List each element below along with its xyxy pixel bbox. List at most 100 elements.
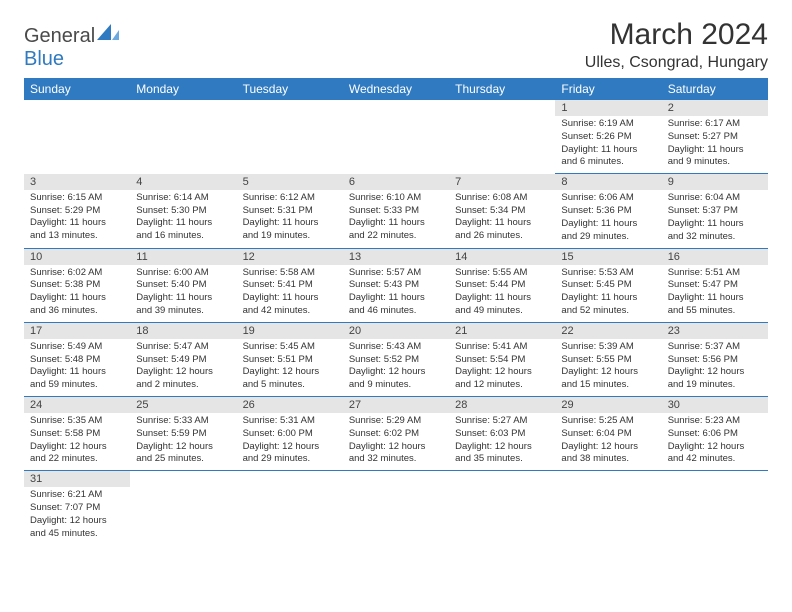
calendar-cell: 29Sunrise: 5:25 AMSunset: 6:04 PMDayligh… [555, 397, 661, 471]
calendar-cell [662, 471, 768, 545]
day-number: 2 [662, 100, 768, 116]
calendar-cell [555, 471, 661, 545]
calendar-cell [343, 100, 449, 174]
day-content: Sunrise: 5:49 AMSunset: 5:48 PMDaylight:… [24, 339, 130, 396]
weekday-header: Saturday [662, 78, 768, 100]
calendar-cell: 23Sunrise: 5:37 AMSunset: 5:56 PMDayligh… [662, 322, 768, 396]
day-number: 28 [449, 397, 555, 413]
day-number: 16 [662, 249, 768, 265]
calendar-week-row: 17Sunrise: 5:49 AMSunset: 5:48 PMDayligh… [24, 322, 768, 396]
day-content: Sunrise: 6:08 AMSunset: 5:34 PMDaylight:… [449, 190, 555, 247]
calendar-cell [24, 100, 130, 174]
day-content: Sunrise: 5:27 AMSunset: 6:03 PMDaylight:… [449, 413, 555, 470]
calendar-cell: 12Sunrise: 5:58 AMSunset: 5:41 PMDayligh… [237, 248, 343, 322]
day-content: Sunrise: 5:39 AMSunset: 5:55 PMDaylight:… [555, 339, 661, 396]
day-number: 21 [449, 323, 555, 339]
day-content: Sunrise: 5:33 AMSunset: 5:59 PMDaylight:… [130, 413, 236, 470]
page-header: GeneralBlue March 2024 Ulles, Csongrad, … [24, 18, 768, 72]
calendar-cell: 19Sunrise: 5:45 AMSunset: 5:51 PMDayligh… [237, 322, 343, 396]
weekday-header: Tuesday [237, 78, 343, 100]
weekday-header: Monday [130, 78, 236, 100]
day-number: 18 [130, 323, 236, 339]
calendar-cell: 13Sunrise: 5:57 AMSunset: 5:43 PMDayligh… [343, 248, 449, 322]
day-number: 12 [237, 249, 343, 265]
day-number: 3 [24, 174, 130, 190]
day-number: 4 [130, 174, 236, 190]
day-content: Sunrise: 5:37 AMSunset: 5:56 PMDaylight:… [662, 339, 768, 396]
day-number: 7 [449, 174, 555, 190]
calendar-cell: 2Sunrise: 6:17 AMSunset: 5:27 PMDaylight… [662, 100, 768, 174]
day-number: 15 [555, 249, 661, 265]
calendar-cell [130, 100, 236, 174]
day-number: 6 [343, 174, 449, 190]
month-title: March 2024 [585, 18, 768, 52]
calendar-table: SundayMondayTuesdayWednesdayThursdayFrid… [24, 78, 768, 545]
day-number: 20 [343, 323, 449, 339]
calendar-cell: 31Sunrise: 6:21 AMSunset: 7:07 PMDayligh… [24, 471, 130, 545]
day-number: 11 [130, 249, 236, 265]
calendar-cell: 5Sunrise: 6:12 AMSunset: 5:31 PMDaylight… [237, 174, 343, 248]
calendar-cell: 17Sunrise: 5:49 AMSunset: 5:48 PMDayligh… [24, 322, 130, 396]
calendar-cell: 1Sunrise: 6:19 AMSunset: 5:26 PMDaylight… [555, 100, 661, 174]
calendar-cell [449, 100, 555, 174]
day-content: Sunrise: 6:17 AMSunset: 5:27 PMDaylight:… [662, 116, 768, 173]
calendar-cell [343, 471, 449, 545]
calendar-cell: 8Sunrise: 6:06 AMSunset: 5:36 PMDaylight… [555, 174, 661, 248]
day-content: Sunrise: 6:02 AMSunset: 5:38 PMDaylight:… [24, 265, 130, 322]
day-number: 22 [555, 323, 661, 339]
brand-logo: GeneralBlue [24, 24, 119, 71]
brand-name-part2: Blue [24, 48, 64, 70]
day-content: Sunrise: 5:47 AMSunset: 5:49 PMDaylight:… [130, 339, 236, 396]
calendar-cell: 10Sunrise: 6:02 AMSunset: 5:38 PMDayligh… [24, 248, 130, 322]
calendar-cell: 20Sunrise: 5:43 AMSunset: 5:52 PMDayligh… [343, 322, 449, 396]
day-number: 8 [555, 174, 661, 190]
calendar-body: 1Sunrise: 6:19 AMSunset: 5:26 PMDaylight… [24, 100, 768, 545]
brand-name-part1: General [24, 25, 95, 47]
day-number: 31 [24, 471, 130, 487]
calendar-week-row: 10Sunrise: 6:02 AMSunset: 5:38 PMDayligh… [24, 248, 768, 322]
calendar-cell: 15Sunrise: 5:53 AMSunset: 5:45 PMDayligh… [555, 248, 661, 322]
day-content: Sunrise: 6:14 AMSunset: 5:30 PMDaylight:… [130, 190, 236, 247]
day-number: 9 [662, 174, 768, 190]
day-number: 14 [449, 249, 555, 265]
location-label: Ulles, Csongrad, Hungary [585, 54, 768, 72]
day-content: Sunrise: 6:21 AMSunset: 7:07 PMDaylight:… [24, 487, 130, 544]
day-content: Sunrise: 6:15 AMSunset: 5:29 PMDaylight:… [24, 190, 130, 247]
calendar-cell: 6Sunrise: 6:10 AMSunset: 5:33 PMDaylight… [343, 174, 449, 248]
calendar-cell: 16Sunrise: 5:51 AMSunset: 5:47 PMDayligh… [662, 248, 768, 322]
day-number: 26 [237, 397, 343, 413]
calendar-cell: 22Sunrise: 5:39 AMSunset: 5:55 PMDayligh… [555, 322, 661, 396]
day-content: Sunrise: 5:53 AMSunset: 5:45 PMDaylight:… [555, 265, 661, 322]
day-number: 24 [24, 397, 130, 413]
calendar-cell [237, 100, 343, 174]
day-content: Sunrise: 5:29 AMSunset: 6:02 PMDaylight:… [343, 413, 449, 470]
day-content: Sunrise: 5:58 AMSunset: 5:41 PMDaylight:… [237, 265, 343, 322]
weekday-header-row: SundayMondayTuesdayWednesdayThursdayFrid… [24, 78, 768, 100]
day-content: Sunrise: 5:55 AMSunset: 5:44 PMDaylight:… [449, 265, 555, 322]
calendar-cell: 18Sunrise: 5:47 AMSunset: 5:49 PMDayligh… [130, 322, 236, 396]
calendar-cell [237, 471, 343, 545]
calendar-cell: 28Sunrise: 5:27 AMSunset: 6:03 PMDayligh… [449, 397, 555, 471]
day-content: Sunrise: 6:04 AMSunset: 5:37 PMDaylight:… [662, 190, 768, 247]
day-content: Sunrise: 5:41 AMSunset: 5:54 PMDaylight:… [449, 339, 555, 396]
day-content: Sunrise: 5:45 AMSunset: 5:51 PMDaylight:… [237, 339, 343, 396]
calendar-cell: 11Sunrise: 6:00 AMSunset: 5:40 PMDayligh… [130, 248, 236, 322]
day-content: Sunrise: 6:06 AMSunset: 5:36 PMDaylight:… [555, 190, 661, 247]
day-number: 10 [24, 249, 130, 265]
calendar-week-row: 1Sunrise: 6:19 AMSunset: 5:26 PMDaylight… [24, 100, 768, 174]
calendar-cell: 21Sunrise: 5:41 AMSunset: 5:54 PMDayligh… [449, 322, 555, 396]
day-number: 29 [555, 397, 661, 413]
day-content: Sunrise: 5:35 AMSunset: 5:58 PMDaylight:… [24, 413, 130, 470]
calendar-cell: 25Sunrise: 5:33 AMSunset: 5:59 PMDayligh… [130, 397, 236, 471]
calendar-week-row: 3Sunrise: 6:15 AMSunset: 5:29 PMDaylight… [24, 174, 768, 248]
calendar-cell: 9Sunrise: 6:04 AMSunset: 5:37 PMDaylight… [662, 174, 768, 248]
calendar-cell: 3Sunrise: 6:15 AMSunset: 5:29 PMDaylight… [24, 174, 130, 248]
weekday-header: Wednesday [343, 78, 449, 100]
brand-name: GeneralBlue [24, 24, 119, 71]
calendar-cell: 7Sunrise: 6:08 AMSunset: 5:34 PMDaylight… [449, 174, 555, 248]
day-content: Sunrise: 5:57 AMSunset: 5:43 PMDaylight:… [343, 265, 449, 322]
day-content: Sunrise: 5:51 AMSunset: 5:47 PMDaylight:… [662, 265, 768, 322]
calendar-cell: 24Sunrise: 5:35 AMSunset: 5:58 PMDayligh… [24, 397, 130, 471]
calendar-week-row: 31Sunrise: 6:21 AMSunset: 7:07 PMDayligh… [24, 471, 768, 545]
day-number: 13 [343, 249, 449, 265]
